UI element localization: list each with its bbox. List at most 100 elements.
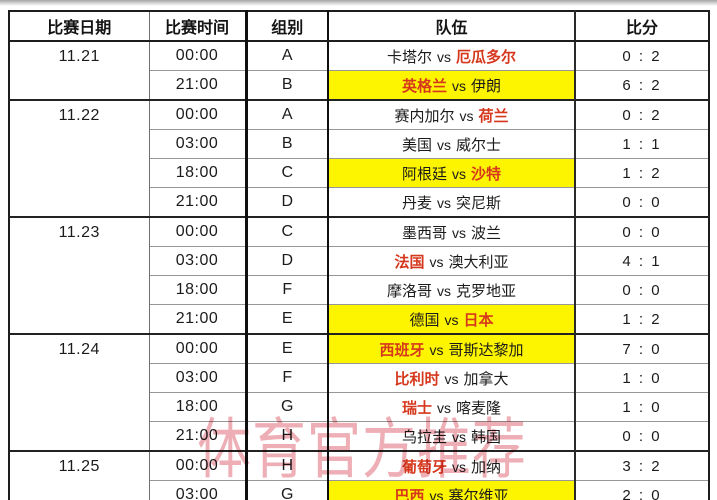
score-cell: 6 : 2 [575, 70, 709, 100]
group-cell: D [246, 246, 329, 276]
table-row: 11.22 00:00 A 赛内加尔 vs 荷兰 0 : 2 [9, 99, 709, 217]
group-cell: F [246, 275, 329, 305]
score-cell: 0 : 0 [575, 187, 709, 217]
time-cell: 18:00 [149, 392, 248, 422]
vs-label: vs [452, 224, 466, 241]
time-cell: 18:00 [149, 158, 248, 188]
table-row: 21:00 E 德国 vs 日本 1 : 2 [9, 304, 709, 334]
home-team: 德国 [409, 311, 440, 329]
vs-label: vs [437, 399, 451, 416]
time-cell: 21:00 [149, 304, 248, 334]
vs-label: vs [444, 311, 459, 328]
teams-cell: 美国 vs 威尔士 [328, 129, 576, 159]
away-team: 日本 [463, 311, 494, 329]
score-cell: 1 : 0 [575, 392, 709, 422]
time-cell: 00:00 [149, 450, 248, 481]
home-team: 比利时 [394, 370, 440, 388]
group-cell: D [246, 187, 329, 217]
teams-cell: 英格兰 vs 伊朗 [328, 70, 576, 100]
group-cell: B [246, 129, 329, 159]
table-row: 03:00 G 巴西 vs 塞尔维亚 2 : 0 [9, 480, 709, 500]
teams-cell: 阿根廷 vs 沙特 [328, 158, 576, 188]
table-row: 11.21 00:00 A 卡塔尔 vs 厄瓜多尔 0 : 2 [9, 40, 709, 100]
date-cell: 11.21 [9, 40, 150, 100]
score-cell: 1 : 0 [575, 363, 709, 393]
header-match-date: 比赛日期 [9, 11, 150, 42]
date-cell: 11.22 [9, 99, 150, 217]
teams-cell: 卡塔尔 vs 厄瓜多尔 [328, 40, 576, 71]
time-cell: 00:00 [149, 40, 248, 71]
vs-label: vs [444, 370, 459, 387]
table-row: 03:00 D 法国 vs 澳大利亚 4 : 1 [9, 246, 709, 276]
table-row: 11.24 00:00 E 西班牙 vs 哥斯达黎加 7 : 0 [9, 333, 709, 451]
away-team: 威尔士 [456, 136, 502, 154]
score-cell: 0 : 0 [575, 421, 709, 451]
vs-label: vs [429, 341, 444, 358]
group-cell: H [246, 421, 329, 451]
score-cell: 1 : 2 [575, 158, 709, 188]
group-cell: G [246, 392, 329, 422]
table-row: 21:00 D 丹麦 vs 突尼斯 0 : 0 [9, 187, 709, 217]
group-cell: B [246, 70, 329, 100]
away-team: 厄瓜多尔 [456, 48, 517, 66]
group-cell: E [246, 333, 329, 364]
score-cell: 7 : 0 [575, 333, 709, 364]
time-cell: 00:00 [149, 99, 248, 130]
home-team: 西班牙 [379, 341, 425, 359]
group-cell: G [246, 480, 329, 500]
date-cell: 11.25 [9, 450, 150, 500]
score-cell: 2 : 0 [575, 480, 709, 500]
vs-label: vs [459, 107, 474, 124]
home-team: 墨西哥 [401, 224, 447, 242]
group-cell: A [246, 40, 329, 71]
time-cell: 21:00 [149, 421, 248, 451]
vs-label: vs [452, 458, 466, 475]
vs-label: vs [452, 77, 466, 94]
vs-label: vs [437, 48, 451, 65]
score-cell: 0 : 2 [575, 40, 709, 71]
teams-cell: 德国 vs 日本 [328, 304, 576, 334]
table-row: 11.23 00:00 C 墨西哥 vs 波兰 0 : 0 [9, 216, 709, 334]
teams-cell: 比利时 vs 加拿大 [328, 363, 576, 393]
teams-cell: 赛内加尔 vs 荷兰 [328, 99, 576, 130]
header-score: 比分 [575, 11, 709, 42]
away-team: 波兰 [471, 224, 502, 242]
teams-cell: 摩洛哥 vs 克罗地亚 [328, 275, 576, 305]
table-row: 03:00 F 比利时 vs 加拿大 1 : 0 [9, 363, 709, 393]
away-team: 澳大利亚 [448, 253, 509, 271]
away-team: 哥斯达黎加 [448, 341, 524, 359]
score-cell: 0 : 0 [575, 275, 709, 305]
away-team: 伊朗 [471, 77, 502, 95]
table-row: 18:00 C 阿根廷 vs 沙特 1 : 2 [9, 158, 709, 188]
group-cell: C [246, 158, 329, 188]
teams-cell: 墨西哥 vs 波兰 [328, 216, 576, 247]
away-team: 加拿大 [463, 370, 509, 388]
header-row: 比赛日期 比赛时间 组别 队伍 比分 [9, 11, 709, 42]
vs-label: vs [452, 428, 466, 445]
home-team: 摩洛哥 [386, 282, 432, 300]
home-team: 乌拉圭 [401, 428, 447, 446]
header-teams: 队伍 [328, 11, 576, 42]
table-row: 11.25 00:00 H 葡萄牙 vs 加纳 3 : 2 [9, 450, 709, 500]
table-row: 18:00 G 瑞士 vs 喀麦隆 1 : 0 [9, 392, 709, 422]
home-team: 卡塔尔 [386, 48, 432, 66]
teams-cell: 巴西 vs 塞尔维亚 [328, 480, 576, 500]
home-team: 葡萄牙 [401, 458, 447, 476]
home-team: 赛内加尔 [394, 107, 455, 125]
date-cell: 11.24 [9, 333, 150, 451]
time-cell: 03:00 [149, 363, 248, 393]
teams-cell: 丹麦 vs 突尼斯 [328, 187, 576, 217]
away-team: 沙特 [471, 165, 502, 183]
teams-cell: 瑞士 vs 喀麦隆 [328, 392, 576, 422]
score-cell: 0 : 2 [575, 99, 709, 130]
time-cell: 21:00 [149, 187, 248, 217]
teams-cell: 西班牙 vs 哥斯达黎加 [328, 333, 576, 364]
away-team: 韩国 [471, 428, 502, 446]
teams-cell: 乌拉圭 vs 韩国 [328, 421, 576, 451]
home-team: 丹麦 [401, 194, 432, 212]
home-team: 巴西 [394, 487, 425, 500]
away-team: 喀麦隆 [456, 399, 502, 417]
table-row: 21:00 H 乌拉圭 vs 韩国 0 : 0 [9, 421, 709, 451]
score-cell: 4 : 1 [575, 246, 709, 276]
table-row: 18:00 F 摩洛哥 vs 克罗地亚 0 : 0 [9, 275, 709, 305]
